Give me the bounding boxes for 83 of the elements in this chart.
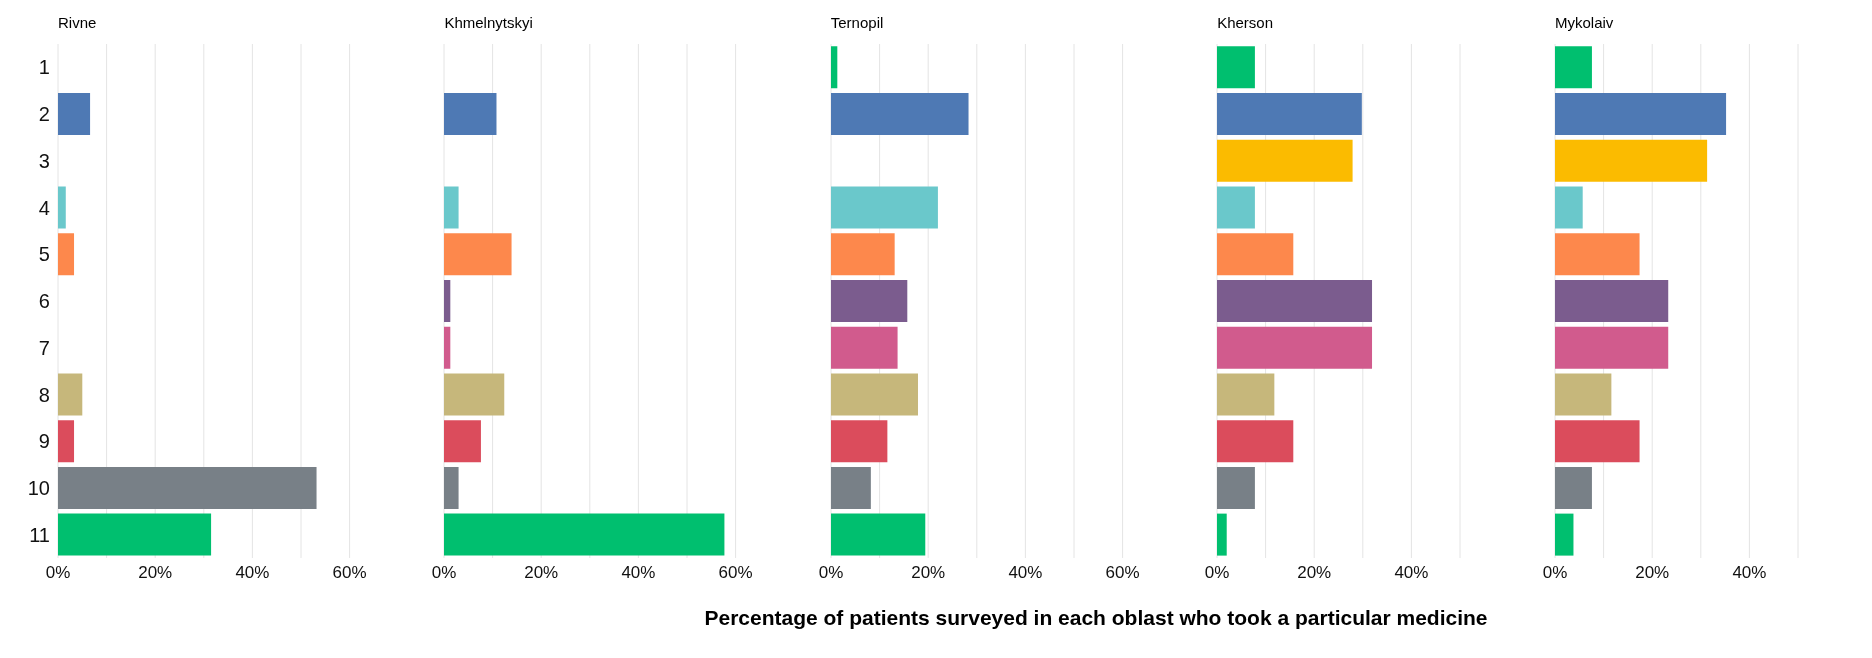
x-tick-label: 40% [1394,563,1429,583]
chart-title: Kherson [1216,13,1275,33]
bar [1554,513,1574,556]
y-tick-label: 2 [38,103,50,126]
bar [444,420,482,463]
bar [1217,186,1256,229]
bar [1217,466,1256,509]
bar [1217,279,1373,322]
bar [1217,326,1373,369]
bar [444,373,505,416]
bar [1217,93,1362,136]
y-tick-label: 8 [38,383,50,406]
y-tick-label: 9 [38,430,50,453]
bar [1554,139,1708,182]
x-tick-label: 20% [910,563,945,583]
x-tick-label: 0% [432,563,457,583]
bar [58,373,83,416]
x-tick-label: 40% [1008,563,1043,583]
bar [444,279,451,322]
bar [830,46,838,89]
x-tick-label: 40% [235,563,270,583]
x-tick-label: 0% [1542,563,1568,583]
bar [444,233,512,276]
y-tick-label: 11 [29,523,50,546]
x-tick-label: 60% [718,563,753,583]
y-tick-label: 7 [38,336,50,359]
bar [1217,233,1294,276]
x-tick-label: 40% [621,563,656,583]
chart-title: Khmelnytskyi [443,13,534,33]
x-tick-label: 20% [1297,563,1332,583]
bar [444,186,459,229]
x-tick-label: 60% [1105,563,1140,583]
bar [1554,46,1592,89]
y-tick-label: 4 [38,196,50,219]
bar [830,513,926,556]
bar [1554,93,1727,136]
bar [58,466,317,509]
bar [1217,373,1275,416]
bar [1554,420,1640,463]
x-axis-title: Percentage of patients surveyed in each oblast who took a particular medicine [703,606,1489,630]
bar [444,466,459,509]
x-tick-label: 0% [45,563,71,583]
bar [1217,420,1294,463]
bar [444,326,451,369]
x-tick-label: 0% [818,563,844,583]
bar [58,420,75,463]
bar [444,513,725,556]
bar [1554,326,1669,369]
y-tick-label: 5 [38,243,50,266]
y-tick-label: 3 [38,149,50,172]
bar [830,420,888,463]
bar [830,233,895,276]
bar [58,186,66,229]
bar [1554,279,1669,322]
bar [830,326,898,369]
bar [830,466,871,509]
y-tick-label: 1 [38,56,50,79]
bar [58,513,212,556]
chart-title: Ternopil [829,13,885,33]
x-tick-label: 20% [138,563,173,583]
bar [830,186,938,229]
chart-title: Rivne [57,13,98,33]
bar [1217,513,1227,556]
bar [830,93,969,136]
bar [1554,373,1612,416]
y-tick-label: 10 [27,477,50,500]
bar [58,93,91,136]
x-tick-label: 40% [1732,563,1767,583]
bar [830,279,908,322]
bar [1217,139,1353,182]
bar [58,233,75,276]
bar [1554,466,1592,509]
chart-title: Mykolaiv [1553,13,1615,33]
x-tick-label: 20% [1635,563,1670,583]
bar [1554,233,1640,276]
bar [1554,186,1583,229]
y-tick-label: 6 [38,290,50,313]
bar [830,373,918,416]
x-tick-label: 60% [332,563,367,583]
x-tick-label: 20% [524,563,559,583]
bar [1217,46,1256,89]
x-tick-label: 0% [1204,563,1230,583]
bar [444,93,497,136]
